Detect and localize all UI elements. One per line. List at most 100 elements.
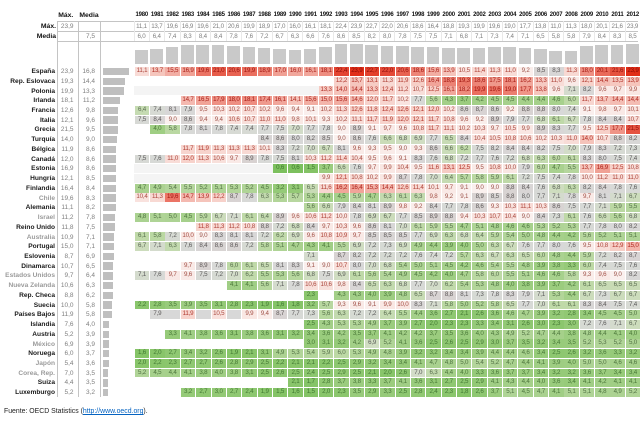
- cell-28-1992: 3,1: [318, 339, 334, 349]
- cell-18-1983: 7,6: [180, 242, 196, 251]
- cell-13-2001: 9,1: [457, 193, 472, 203]
- cell-17-2004: 5,4: [503, 232, 518, 242]
- cell-28-2005: 3,5: [518, 339, 533, 349]
- minichart-bar-1981: [150, 49, 164, 65]
- cell-9-1994: 10,4: [349, 154, 365, 164]
- cell-12-1992: 11,6: [318, 183, 334, 193]
- cell-2-1985: [210, 86, 227, 96]
- minichart-bar-1996: [380, 45, 394, 65]
- cell-12-1982: 5,4: [165, 183, 180, 193]
- max-row-value-1995: 22,7: [366, 23, 378, 30]
- country-bar-33: [103, 388, 108, 397]
- cell-21-1988: 5,5: [257, 271, 272, 281]
- cell-27-2010: 4,4: [595, 329, 610, 339]
- country-label-22: Nueva Zelanda: [8, 282, 55, 290]
- country-media-0: 16,8: [82, 68, 95, 76]
- cell-3-2009: 11,7: [579, 96, 595, 105]
- cell-29-1981: 2,0: [150, 349, 165, 358]
- topbox-line-mid: [56, 31, 638, 32]
- cell-11-1987: [241, 174, 258, 183]
- cell-28-1994: 4,2: [349, 339, 365, 349]
- cell-26-2010: 7,6: [595, 319, 610, 329]
- cell-15-1998: 8,5: [411, 212, 426, 222]
- max-row-value-1994: 23,9: [350, 23, 362, 30]
- minichart-bar-2002: [472, 47, 486, 65]
- country-label-2: Polonia: [31, 87, 55, 95]
- country-label-10: Estonia: [31, 165, 55, 173]
- cell-0-2000: 13,9: [441, 67, 457, 76]
- cell-9-2010: 8,0: [595, 154, 610, 164]
- cell-21-1999: 4,2: [426, 271, 441, 281]
- cell-25-2010: 4,5: [595, 310, 610, 320]
- source-link[interactable]: http://www.oecd.org: [82, 408, 144, 415]
- cell-8-1983: 11,7: [180, 144, 196, 154]
- cell-24-2012: 7,4: [625, 300, 640, 310]
- topbox-vline-2002: [471, 21, 472, 41]
- cell-10-2009: 13,7: [579, 164, 595, 174]
- cell-4-1980: 6,4: [134, 105, 150, 115]
- cell-30-1986: 2,8: [226, 358, 242, 368]
- cell-21-1982: 9,7: [165, 271, 180, 281]
- cell-16-1984: 11,8: [196, 222, 211, 232]
- country-max-23: 8,8: [64, 291, 74, 299]
- cell-20-1985: 7,8: [211, 261, 226, 271]
- cell-20-1998: 5,0: [411, 261, 426, 271]
- cell-7-2012: 8,2: [625, 135, 640, 144]
- country-label-3: Irlanda: [33, 97, 55, 105]
- country-max-1: 19,3: [60, 77, 74, 85]
- cell-10-2001: 12,5: [457, 164, 472, 174]
- cell-5-2008: 6,7: [564, 115, 579, 125]
- cell-22-1998: 7,7: [411, 281, 426, 290]
- topbox-vline-1989: [271, 21, 273, 41]
- cell-24-1994: 9,6: [349, 300, 365, 310]
- cell-10-2002: 9,5: [472, 164, 487, 174]
- cell-24-2005: 7,7: [518, 300, 533, 310]
- cell-30-1991: 2,1: [303, 358, 318, 368]
- cell-33-2001: 1,8: [457, 388, 472, 397]
- cell-26-1998: 2,7: [411, 319, 426, 329]
- media-row-value-1982: 7,4: [168, 32, 177, 40]
- cell-9-1985: 10,6: [211, 154, 226, 164]
- cell-10-2008: 5,5: [564, 164, 579, 174]
- cell-17-1987: 8,1: [242, 232, 257, 242]
- cell-10-1990: 0,6: [288, 164, 303, 174]
- cell-31-2010: 3,7: [595, 368, 610, 378]
- cell-23-1998: 6,5: [411, 290, 426, 300]
- cell-17-1981: 5,8: [150, 232, 165, 242]
- cell-19-2004: 6,3: [503, 251, 518, 261]
- cell-4-1993: 11,3: [334, 105, 349, 115]
- cell-21-1987: 6,2: [242, 271, 257, 281]
- cell-4-1989: 9,6: [272, 105, 288, 115]
- cell-11-1982: [164, 174, 181, 183]
- cell-26-2012: 6,7: [625, 319, 640, 329]
- cell-6-2002: 10,3: [472, 125, 487, 135]
- cell-29-1994: 5,3: [349, 349, 365, 358]
- topbox-vline-2009: [578, 21, 580, 41]
- cell-16-1998: 6,1: [411, 222, 426, 232]
- cell-3-1984: 16,5: [196, 96, 211, 105]
- cell-0-1982: 15,5: [165, 67, 180, 76]
- cell-5-1982: 9,0: [165, 115, 180, 125]
- cell-14-2004: 10,3: [503, 203, 518, 213]
- cell-10-2003: 10,8: [487, 164, 503, 174]
- cell-3-2006: 4,4: [533, 96, 549, 105]
- country-label-32: Suiza: [37, 379, 55, 387]
- cell-32-1990: 2,1: [288, 378, 303, 388]
- topbox-vline-1981: [148, 21, 150, 41]
- minichart-bar-1993: [334, 44, 348, 65]
- cell-11-1980: [133, 174, 151, 183]
- cell-24-1990: 1,8: [288, 300, 303, 310]
- country-bar-21: [103, 272, 113, 280]
- country-bar-4: [103, 106, 119, 115]
- cell-2-1989: [271, 86, 289, 96]
- cell-18-1996: 7,3: [380, 242, 395, 251]
- cell-21-2011: 9,0: [610, 271, 625, 281]
- country-label-6: Grecia: [34, 126, 55, 134]
- cell-12-2002: 9,0: [472, 183, 487, 193]
- cell-18-1988: 5,8: [257, 242, 272, 251]
- cell-3-1999: 5,6: [426, 96, 441, 105]
- cell-0-1998: 18,6: [411, 67, 426, 76]
- cell-33-1995: 2,9: [364, 388, 380, 397]
- cell-28-2007: 3,4: [549, 339, 564, 349]
- topbox-vline-2000: [440, 21, 442, 41]
